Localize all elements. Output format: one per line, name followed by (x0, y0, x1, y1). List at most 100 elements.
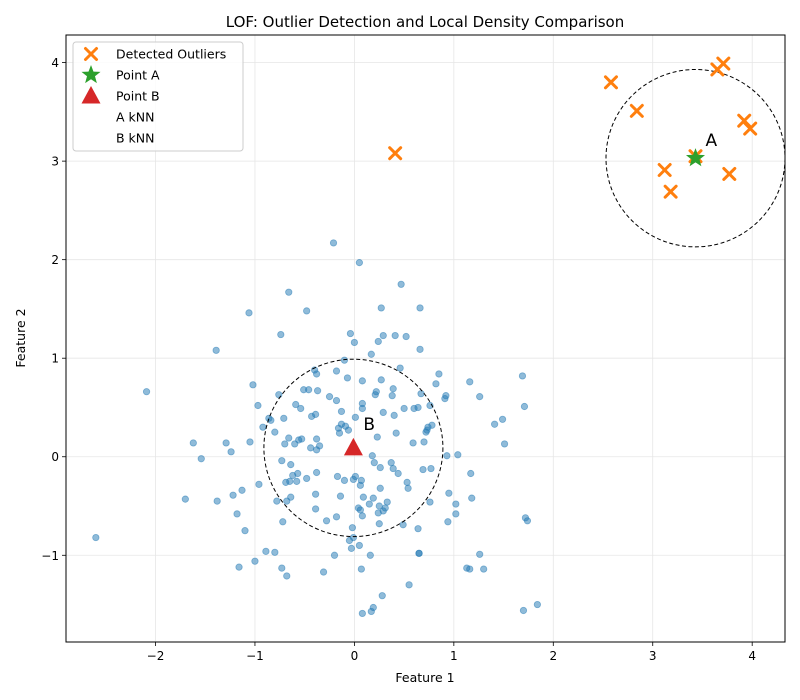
y-tick-label: 4 (51, 56, 59, 70)
knn-radius-circle (605, 69, 785, 248)
inlier-point (322, 517, 331, 525)
inlier-point (416, 304, 424, 312)
outlier-marker (603, 75, 618, 90)
legend-box (72, 41, 244, 152)
legend-entry-label: A kNN (116, 110, 154, 125)
inlier-point (390, 411, 398, 419)
inlier-point (466, 378, 474, 386)
inlier-point (238, 486, 246, 494)
y-tick-label: 2 (51, 253, 59, 267)
inlier-point (415, 549, 423, 557)
inlier-point (340, 356, 349, 364)
inlier-point (444, 518, 452, 526)
inlier-point (500, 440, 509, 448)
inlier-point (273, 497, 281, 505)
inlier-point (280, 414, 288, 422)
inlier-point (359, 493, 367, 501)
inlier-point (391, 331, 399, 340)
inlier-point (358, 377, 366, 385)
inlier-point (313, 370, 321, 378)
inlier-point (340, 476, 349, 484)
inlier-point (523, 517, 532, 525)
point-b-label: B (363, 415, 375, 435)
inlier-point (358, 512, 366, 520)
inlier-point (427, 464, 435, 473)
inlier-point (329, 239, 338, 247)
inlier-point (518, 372, 527, 380)
inlier-point (402, 332, 410, 341)
inlier-point (396, 364, 404, 372)
inlier-point (294, 469, 302, 478)
inlier-point (351, 413, 359, 421)
x-stroke (629, 103, 644, 118)
outlier-marker (629, 103, 644, 118)
inlier-point (375, 520, 383, 528)
inlier-point (315, 442, 324, 450)
inlier-point (351, 472, 359, 481)
inlier-point (251, 557, 259, 565)
inlier-point (443, 452, 451, 460)
x-stroke (716, 56, 731, 71)
inlier-point (383, 498, 391, 506)
x-stroke (84, 47, 98, 61)
inlier-point (313, 435, 321, 443)
inlier-point (381, 504, 389, 512)
legend-outlier-icon (84, 47, 98, 61)
inlier-point (358, 404, 366, 413)
inlier-point (343, 374, 352, 382)
inlier-point (346, 329, 355, 338)
inlier-point (285, 288, 293, 296)
inlier-point (312, 505, 320, 513)
inlier-point (254, 401, 262, 410)
inlier-point (379, 331, 387, 340)
inlier-point (271, 428, 279, 436)
inlier-point (392, 429, 400, 437)
inlier-point (404, 484, 412, 492)
inlier-point (369, 603, 377, 612)
inlier-point (314, 387, 322, 395)
x-tick-label: −1 (246, 649, 264, 663)
inlier-point (420, 438, 428, 446)
x-stroke (657, 162, 672, 177)
inlier-point (348, 524, 357, 532)
outlier-marker (388, 146, 403, 161)
inlier-point (293, 477, 301, 485)
inlier-point (356, 506, 364, 514)
outlier-marker (722, 166, 737, 181)
inlier-point (435, 370, 443, 378)
inlier-point (419, 465, 427, 474)
inlier-point (355, 259, 363, 267)
inlier-point (476, 550, 484, 558)
inlier-point (278, 564, 286, 572)
legend-entry-label: Point B (116, 89, 160, 104)
inlier-point (480, 565, 488, 573)
inlier-point (417, 390, 425, 398)
inlier-point (245, 309, 253, 317)
inlier-point (370, 459, 378, 467)
inlier-point (297, 404, 305, 413)
special-points-layer: AB (343, 131, 717, 456)
inlier-point (332, 367, 341, 375)
legend-star-icon (81, 65, 101, 84)
inlier-point (403, 478, 411, 486)
inlier-point (376, 463, 384, 472)
inlier-point (519, 606, 528, 615)
inlier-point (389, 464, 397, 473)
x-stroke (663, 184, 678, 199)
inlier-point (372, 388, 380, 396)
point-b-triangle (343, 437, 363, 456)
y-tick-label: 3 (51, 155, 59, 169)
inlier-point (277, 330, 285, 339)
inlier-point (271, 548, 279, 556)
inlier-point (233, 510, 241, 518)
inlier-point (377, 376, 385, 384)
inlier-point (366, 551, 374, 559)
inlier-point (292, 400, 300, 409)
inlier-point (278, 457, 286, 465)
inlier-point (533, 600, 541, 609)
x-tick-label: 3 (649, 649, 657, 663)
inlier-point (332, 396, 341, 405)
x-tick-label: −2 (147, 649, 165, 663)
inlier-point (312, 410, 320, 418)
